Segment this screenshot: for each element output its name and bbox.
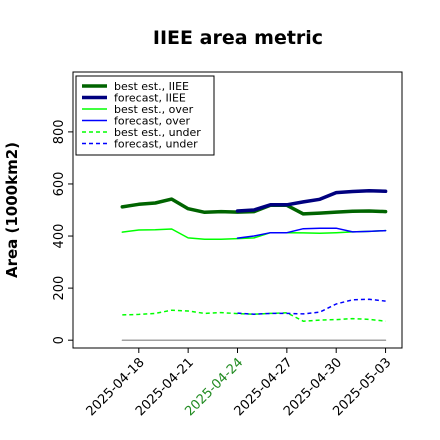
legend-label: best est., over [114, 103, 194, 116]
y-axis-label: Area (1000km2) [3, 142, 21, 278]
y-tick-label: 600 [52, 172, 67, 197]
plot-area [120, 188, 388, 341]
chart-title: IIEE area metric [153, 27, 323, 49]
y-axis: 0 200 400 600 800 [52, 119, 73, 344]
legend-label: best est., under [114, 126, 201, 139]
series-line-forecast-iiee [235, 188, 388, 213]
series-line-forecast-under [237, 298, 386, 315]
legend-label: best est., IIEE [114, 80, 189, 93]
series-line-best-est-over [121, 228, 387, 240]
legend-label: forecast, over [114, 115, 190, 128]
y-tick-label: 200 [52, 276, 67, 301]
legend-label: forecast, under [114, 138, 198, 151]
y-tick-label: 0 [52, 336, 67, 344]
legend-label: forecast, IIEE [114, 92, 186, 105]
series-line-forecast-over [236, 227, 387, 239]
y-tick-label: 400 [52, 224, 67, 249]
legend-frame [75, 75, 215, 156]
y-tick-label: 800 [52, 119, 67, 144]
x-axis: 2025-04-182025-04-212025-04-242025-04-27… [84, 348, 394, 419]
series-line-best-est-under [122, 309, 386, 322]
